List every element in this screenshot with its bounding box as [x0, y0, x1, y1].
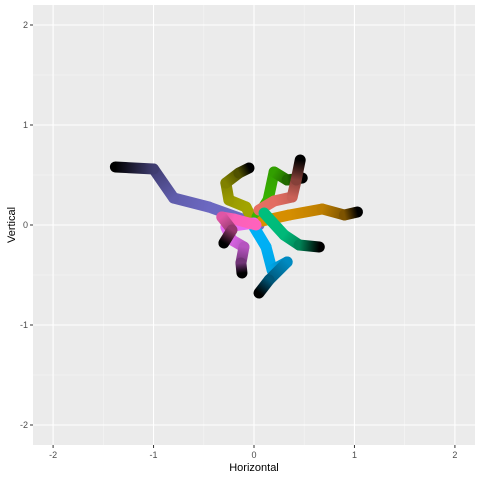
series-2-segment: [233, 162, 255, 179]
y-axis: -2 -1 0 1 2: [20, 20, 33, 430]
series-1-segment: [148, 163, 180, 204]
series-6: [258, 207, 325, 253]
series-layer: [109, 154, 363, 299]
x-tick-label: -1: [150, 450, 158, 460]
y-tick-label: -2: [20, 420, 28, 430]
series-5-segment: [338, 206, 363, 221]
series-5-segment: [283, 203, 328, 221]
x-tick-label: 2: [452, 450, 457, 460]
x-tick-label: 1: [352, 450, 357, 460]
series-4: [253, 154, 306, 216]
y-axis-title: Vertical: [6, 207, 18, 243]
series-6-segment: [293, 239, 325, 253]
y-tick-label: 1: [23, 120, 28, 130]
series-1-segment: [109, 161, 160, 175]
series-7-segment: [253, 274, 275, 299]
series-8-segment: [235, 257, 248, 279]
y-tick-label: 2: [23, 20, 28, 30]
series-9-segment: [218, 224, 238, 249]
x-tick-label: 0: [251, 450, 256, 460]
series-4-segment: [290, 154, 306, 186]
series-9: [216, 211, 262, 249]
x-axis-title: Horizontal: [229, 462, 279, 474]
y-tick-label: -1: [20, 320, 28, 330]
x-axis: -2 -1 0 1 2: [49, 445, 457, 460]
y-tick-label: 0: [23, 220, 28, 230]
series-1-segment: [168, 192, 215, 213]
x-tick-label: -2: [49, 450, 57, 460]
